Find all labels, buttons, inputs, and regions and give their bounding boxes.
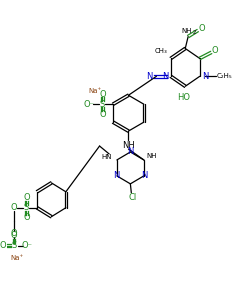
Text: O: O [11,229,17,238]
Text: S: S [100,100,105,109]
Text: O: O [23,193,30,202]
Text: O⁻: O⁻ [83,100,94,109]
Text: S: S [24,203,29,212]
Text: C₂H₅: C₂H₅ [217,73,233,79]
Text: O: O [99,90,106,99]
Text: O: O [23,213,30,222]
Text: O: O [11,203,17,212]
Text: 2: 2 [192,30,196,35]
Text: HO: HO [177,93,190,102]
Text: N: N [163,72,169,81]
Text: O: O [198,24,205,33]
Text: NH: NH [147,153,157,159]
Text: CH₃: CH₃ [155,48,168,55]
Text: N: N [127,147,133,155]
Text: O⁻: O⁻ [22,241,33,250]
Text: NH: NH [181,28,192,34]
Text: Cl: Cl [128,193,137,202]
Text: O: O [0,241,7,250]
Text: N: N [113,171,119,180]
Text: O: O [99,110,106,119]
Text: N: N [142,171,148,180]
Text: NH: NH [122,141,135,149]
Text: N: N [202,72,208,81]
Text: Na⁺: Na⁺ [88,88,101,94]
Text: HN: HN [102,154,112,160]
Text: O: O [212,46,218,55]
Text: O: O [11,231,17,240]
Text: N: N [146,72,153,81]
Text: Na⁺: Na⁺ [10,255,23,261]
Text: S: S [11,241,16,250]
